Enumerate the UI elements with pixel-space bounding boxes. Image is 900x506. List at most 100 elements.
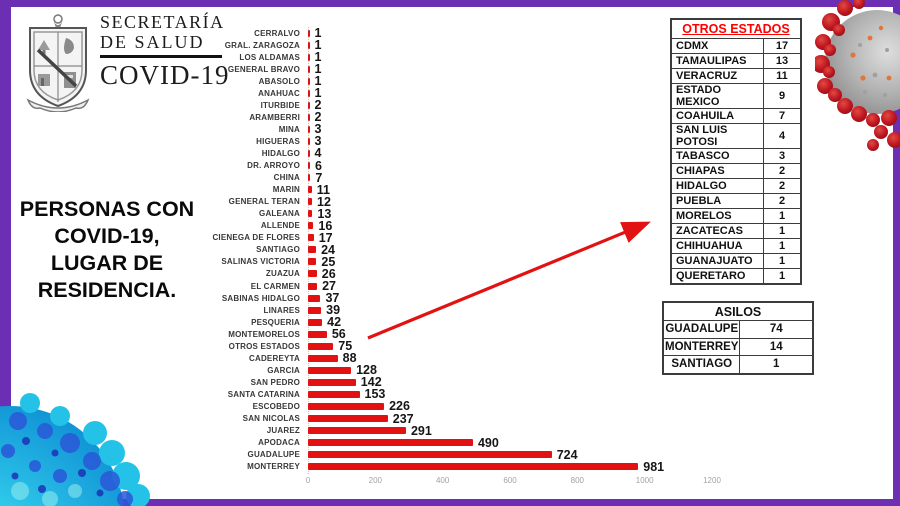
table-cell-name: CHIHUAHUA xyxy=(670,238,764,254)
value-label: 490 xyxy=(477,435,499,450)
value-label: 24 xyxy=(321,242,335,257)
table-row: ZACATECAS 1 xyxy=(670,223,802,239)
bar-zone: 6 xyxy=(300,159,740,172)
bar-zone: 25 xyxy=(300,256,740,268)
bar xyxy=(308,378,356,386)
chart-row: GENERAL BRAVO 1 xyxy=(0,62,740,77)
chart-row: LOS ALDAMAS 1 xyxy=(0,51,740,64)
bar xyxy=(308,439,473,447)
value-label: 27 xyxy=(322,279,336,293)
value-label: 26 xyxy=(321,266,336,281)
table-cell-name: TAMAULIPAS xyxy=(670,53,764,69)
category-label: MONTERREY xyxy=(247,462,300,472)
value-label: 1 xyxy=(314,74,322,89)
chart-row: CERRALVO 1 xyxy=(0,26,740,41)
table-cell-value: 17 xyxy=(763,38,802,54)
table-cell-name: TABASCO xyxy=(670,148,764,164)
table-row: TABASCO 3 xyxy=(670,148,802,164)
category-label: ANAHUAC xyxy=(258,88,300,98)
chart-row: SANTIAGO 24 xyxy=(0,242,740,257)
value-label: 7 xyxy=(315,170,323,185)
category-label: SANTIAGO xyxy=(256,245,300,255)
value-label: 25 xyxy=(321,254,336,269)
bar xyxy=(308,318,323,326)
table-cell-name: MONTERREY xyxy=(662,337,741,357)
bar xyxy=(308,77,310,85)
bar-zone: 237 xyxy=(300,412,740,425)
category-label: MONTEMORELOS xyxy=(228,329,300,339)
bar-zone: 12 xyxy=(300,195,740,208)
table-cell-value: 7 xyxy=(763,108,802,124)
table-row: MONTERREY 14 xyxy=(662,337,814,357)
bar xyxy=(308,29,310,37)
virus-micrograph-image xyxy=(0,381,150,506)
bar xyxy=(308,427,406,435)
chart-row: ARAMBERRI 2 xyxy=(0,110,740,125)
value-label: 39 xyxy=(326,303,341,318)
value-label: 1 xyxy=(314,26,322,41)
chart-row: ANAHUAC 1 xyxy=(0,86,740,101)
value-label: 56 xyxy=(331,327,346,342)
table-cell-name: ZACATECAS xyxy=(670,223,764,239)
bar xyxy=(308,282,318,290)
table-row: TAMAULIPAS 13 xyxy=(670,53,802,69)
category-label: CERRALVO xyxy=(254,28,300,38)
table-cell-name: SANTIAGO xyxy=(662,355,741,375)
frame-border-top xyxy=(0,0,900,7)
bar xyxy=(308,306,322,314)
table-row: GUADALUPE 74 xyxy=(662,320,814,339)
category-label: ARAMBERRI xyxy=(249,112,300,122)
chart-row: SANTA CATARINA 153 xyxy=(0,388,740,401)
bar xyxy=(308,402,385,410)
value-label: 11 xyxy=(316,182,330,197)
chart-row: SALINAS VICTORIA 25 xyxy=(0,256,740,269)
coat-of-arms-icon xyxy=(26,14,90,112)
category-label: GENERAL BRAVO xyxy=(227,64,300,74)
chart-row: SAN NICOLAS 237 xyxy=(0,412,740,425)
chart-row: SABINAS HIDALGO 37 xyxy=(0,292,740,305)
coronavirus-image xyxy=(815,0,900,152)
bar xyxy=(308,234,314,242)
value-label: 75 xyxy=(338,339,353,354)
chart-row: HIDALGO 4 xyxy=(0,147,740,160)
chart-row: CIENEGA DE FLORES 17 xyxy=(0,232,740,245)
asilos-table: ASILOS GUADALUPE 74 MONTERREY 14 SANTIAGO 1 xyxy=(662,301,814,375)
bar xyxy=(308,101,310,109)
category-label: GRAL. ZARAGOZA xyxy=(224,40,300,50)
bar xyxy=(308,125,310,133)
category-label: EL CARMEN xyxy=(250,281,300,291)
chart-row: LINARES 39 xyxy=(0,303,740,318)
bar-zone: 37 xyxy=(300,292,740,304)
table-cell-name: QUERETARO xyxy=(670,268,764,285)
table-cell-value: 2 xyxy=(763,163,802,179)
bar-zone: 291 xyxy=(300,424,740,437)
bar xyxy=(308,294,321,302)
chart-row: HIGUERAS 3 xyxy=(0,135,740,148)
bar xyxy=(308,210,313,218)
chart-row: APODACA 490 xyxy=(0,435,740,450)
value-label: 1 xyxy=(314,62,322,77)
table-cell-name: ESTADO MEXICO xyxy=(670,83,764,109)
chart-row: GUADALUPE 724 xyxy=(0,448,740,461)
bar-zone: 226 xyxy=(300,400,740,413)
value-label: 2 xyxy=(314,110,322,125)
category-label: MINA xyxy=(278,124,300,134)
category-label: JUAREZ xyxy=(266,426,300,436)
table-row: CHIAPAS 2 xyxy=(670,163,802,179)
table-cell-name: VERACRUZ xyxy=(670,68,764,84)
table-cell-value: 3 xyxy=(763,148,802,164)
value-label: 13 xyxy=(317,206,332,221)
bar xyxy=(308,113,310,121)
value-label: 1 xyxy=(314,86,322,101)
page-title: PERSONAS CON COVID-19, LUGAR DE RESIDENC… xyxy=(19,197,195,302)
logo-text: SECRETARÍA DE SALUD COVID-19 xyxy=(100,12,230,112)
table-row: VERACRUZ 11 xyxy=(670,68,802,84)
bar-zone: 11 xyxy=(300,182,740,197)
category-label: SANTA CATARINA xyxy=(227,389,300,399)
bar-zone: 153 xyxy=(300,388,740,401)
category-label: OTROS ESTADOS xyxy=(228,341,300,351)
chart-rows: CERRALVO 1 GRAL. ZARAGOZA 1 LOS ALDAMAS 1 GENE… xyxy=(0,27,740,473)
frame-border-right xyxy=(893,0,900,506)
chart-row: EL CARMEN 27 xyxy=(0,279,740,293)
value-label: 3 xyxy=(314,122,322,137)
